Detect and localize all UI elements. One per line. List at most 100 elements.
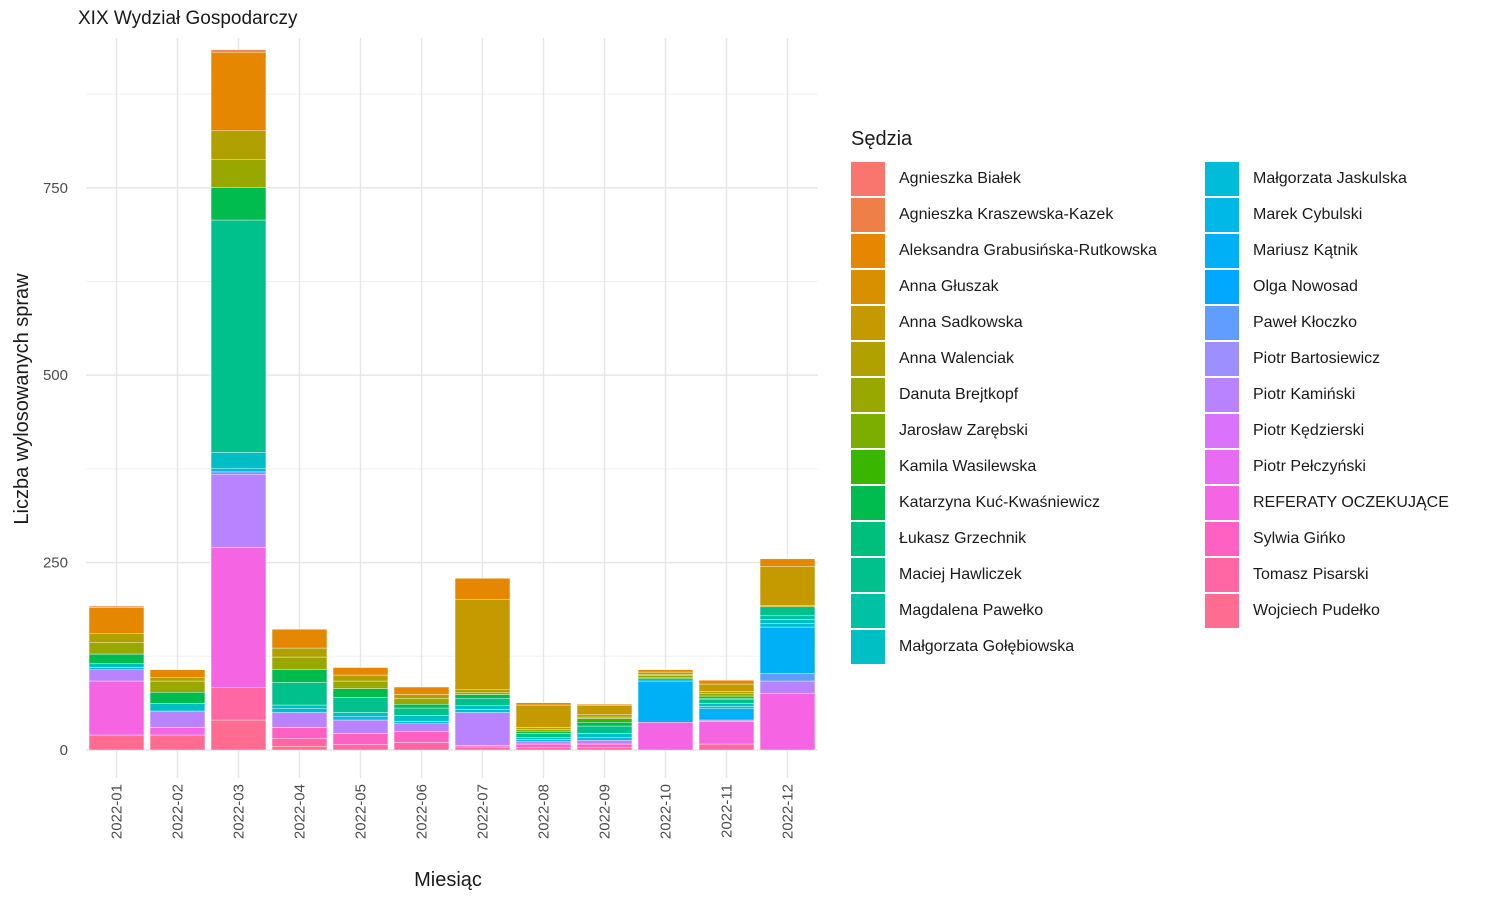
bar-segment	[393, 715, 450, 722]
legend-swatch	[851, 630, 885, 664]
bar-segment	[210, 471, 267, 475]
bar-segment	[332, 716, 389, 721]
legend-label: Jarosław Zarębski	[899, 422, 1028, 439]
bar-segment	[515, 739, 572, 742]
bar-segment	[454, 709, 511, 713]
bar-segment	[393, 723, 450, 732]
bar-segment	[576, 704, 633, 706]
legend-item: Sylwia Gińko	[1205, 521, 1500, 557]
bar-segment	[698, 743, 755, 751]
x-tick-label: 2022-05	[353, 784, 370, 839]
legend-item: Kamila Wasilewska	[851, 449, 1205, 485]
bar-segment	[271, 669, 328, 683]
x-tick-label: 2022-06	[414, 784, 431, 839]
bar-segment	[210, 473, 267, 548]
legend-label: Tomasz Pisarski	[1253, 566, 1369, 583]
bar-segment	[88, 734, 145, 751]
bar-segment	[88, 605, 145, 608]
bar-segment	[515, 729, 572, 732]
bar-segment	[576, 705, 633, 715]
bar-segment	[149, 680, 206, 693]
legend-label: Katarzyna Kuć-Kwaśniewicz	[899, 494, 1100, 511]
bar-segment	[393, 704, 450, 709]
bar-segment	[149, 727, 206, 736]
bar-segment	[576, 743, 633, 748]
bar-segment	[210, 49, 267, 53]
legend-swatch	[851, 162, 885, 196]
bar-segment	[88, 653, 145, 664]
bar-segment	[759, 623, 816, 628]
bar-segment	[698, 719, 755, 722]
legend-swatch	[1205, 486, 1239, 520]
bar-segment	[698, 680, 755, 685]
bar-segment	[759, 605, 816, 608]
y-axis: 0 250 500 750	[43, 180, 68, 759]
bar-segment	[88, 607, 145, 635]
bar-segment	[332, 688, 389, 698]
x-tick-label: 2022-08	[536, 784, 553, 839]
bar-segment	[271, 727, 328, 739]
bar-segment	[149, 703, 206, 712]
bar-segment	[759, 619, 816, 624]
bar-segment	[759, 566, 816, 606]
legend-swatch	[851, 270, 885, 304]
bar-segment	[88, 680, 145, 736]
legend-swatch	[1205, 342, 1239, 376]
bar-segment	[88, 669, 145, 682]
legend-swatch	[851, 450, 885, 484]
bar-segment	[88, 667, 145, 670]
bar-segment	[637, 680, 694, 723]
legend-item: Marek Cybulski	[1205, 197, 1500, 233]
bar-segment	[393, 686, 450, 695]
x-tick-label: 2022-12	[780, 784, 797, 839]
bar-segment	[698, 691, 755, 694]
bar-segment	[332, 674, 389, 682]
legend-swatch	[1205, 270, 1239, 304]
bar-segment	[332, 733, 389, 745]
legend-swatch	[851, 414, 885, 448]
legend-item: Małgorzata Gołębiowska	[851, 629, 1205, 665]
bar-segment	[515, 731, 572, 734]
bar-segment	[332, 667, 389, 676]
bar-segment	[698, 695, 755, 699]
y-tick-label: 250	[43, 555, 68, 572]
legend-item: Katarzyna Kuć-Kwaśniewicz	[851, 485, 1205, 521]
bar-segment	[271, 682, 328, 706]
legend-swatch	[851, 558, 885, 592]
bar-segment	[332, 719, 389, 734]
legend-swatch	[851, 198, 885, 232]
legend-label: Aleksandra Grabusińska-Rutkowska	[899, 242, 1157, 259]
legend-swatch	[1205, 378, 1239, 412]
legend-item: Jarosław Zarębski	[851, 413, 1205, 449]
legend-swatch	[1205, 306, 1239, 340]
bar-segment	[515, 741, 572, 745]
legend-swatch	[851, 522, 885, 556]
legend-item: Anna Walenciak	[851, 341, 1205, 377]
bar-segment	[271, 647, 328, 658]
legend-title: Sędzia	[851, 128, 913, 150]
legend-item: Anna Sadkowska	[851, 305, 1205, 341]
bar-segment	[393, 707, 450, 716]
legend-swatch	[851, 306, 885, 340]
bar-segment	[210, 130, 267, 160]
bar-segment	[698, 683, 755, 692]
legend-label: Kamila Wasilewska	[899, 458, 1037, 475]
legend-swatch	[1205, 234, 1239, 268]
bar-segment	[698, 698, 755, 700]
bar-segment	[576, 722, 633, 727]
legend-swatch	[1205, 198, 1239, 232]
bar-segment	[210, 719, 267, 751]
legend-item: Anna Głuszak	[851, 269, 1205, 305]
legend-label: Sylwia Gińko	[1253, 530, 1346, 547]
bar-segment	[576, 737, 633, 741]
y-tick-label: 500	[43, 367, 68, 384]
bar-segment	[332, 697, 389, 713]
legend-item: Wojciech Pudełko	[1205, 593, 1500, 629]
legend-label: Anna Walenciak	[899, 350, 1015, 367]
legend-label: Piotr Pełczyński	[1253, 458, 1366, 475]
bar-segment	[576, 725, 633, 734]
legend-item: Piotr Kamiński	[1205, 377, 1500, 413]
legend-item: Agnieszka Białek	[851, 161, 1205, 197]
legend-label: Piotr Kędzierski	[1253, 422, 1365, 439]
bar-segment	[576, 747, 633, 751]
